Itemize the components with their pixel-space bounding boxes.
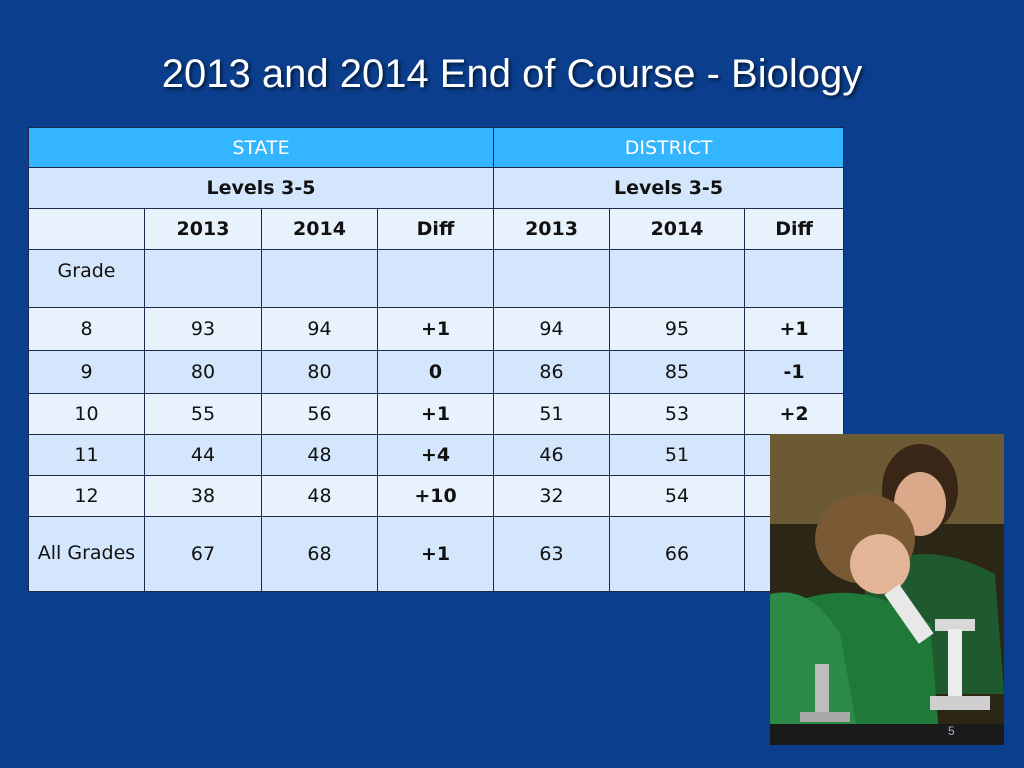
state-2013-cell: 44 bbox=[144, 434, 262, 476]
state-2014-header: 2014 bbox=[261, 208, 378, 250]
state-2013-cell: 38 bbox=[144, 475, 262, 517]
table-row: 9 80 80 0 86 85 -1 bbox=[28, 350, 845, 394]
state-2013-cell: 80 bbox=[144, 350, 262, 394]
grade-cell: 10 bbox=[28, 393, 145, 435]
district-2014-header: 2014 bbox=[609, 208, 746, 250]
state-2014-cell: 80 bbox=[261, 350, 378, 394]
empty-header-cell bbox=[28, 208, 145, 250]
district-2014-cell: 53 bbox=[609, 393, 746, 435]
state-diff-cell: 0 bbox=[376, 350, 495, 394]
state-2013-cell: 67 bbox=[144, 516, 262, 592]
district-levels-header: Levels 3-5 bbox=[493, 167, 845, 209]
district-2013-cell: 94 bbox=[493, 307, 611, 351]
slide-number: 5 bbox=[948, 724, 955, 738]
district-2014-cell: 51 bbox=[609, 434, 746, 476]
state-diff-cell: +1 bbox=[376, 516, 495, 592]
state-2014-cell: 56 bbox=[261, 393, 378, 435]
photo-illustration bbox=[770, 434, 1004, 745]
district-2013-cell: 46 bbox=[493, 434, 611, 476]
district-diff-cell: +1 bbox=[744, 307, 845, 351]
district-2013-cell: 63 bbox=[493, 516, 611, 592]
grade-cell: 8 bbox=[28, 307, 145, 351]
grade-cell: All Grades bbox=[28, 516, 145, 592]
state-diff-header: Diff bbox=[376, 208, 495, 250]
year-header-row: 2013 2014 Diff 2013 2014 Diff bbox=[28, 208, 845, 250]
district-2013-header: 2013 bbox=[493, 208, 611, 250]
empty-cell bbox=[744, 249, 845, 308]
grade-cell: 12 bbox=[28, 475, 145, 517]
grade-cell: 9 bbox=[28, 350, 145, 394]
slide-title: 2013 and 2014 End of Course - Biology bbox=[161, 52, 863, 96]
empty-cell bbox=[376, 249, 495, 308]
table-row: All Grades 67 68 +1 63 66 +3 bbox=[28, 516, 845, 592]
table-row: 10 55 56 +1 51 53 +2 bbox=[28, 393, 845, 435]
results-table: STATE DISTRICT Levels 3-5 Levels 3-5 201… bbox=[27, 127, 845, 592]
table-row: 8 93 94 +1 94 95 +1 bbox=[28, 307, 845, 351]
district-2013-cell: 32 bbox=[493, 475, 611, 517]
district-2014-cell: 85 bbox=[609, 350, 746, 394]
grade-label-row: Grade bbox=[28, 249, 845, 308]
state-diff-cell: +1 bbox=[376, 393, 495, 435]
district-2013-cell: 86 bbox=[493, 350, 611, 394]
state-header: STATE bbox=[27, 127, 495, 168]
students-microscope-photo bbox=[770, 434, 1004, 745]
state-diff-cell: +4 bbox=[376, 434, 495, 476]
empty-cell bbox=[144, 249, 262, 308]
state-2013-header: 2013 bbox=[144, 208, 262, 250]
district-2014-cell: 95 bbox=[609, 307, 746, 351]
empty-cell bbox=[493, 249, 611, 308]
grade-cell: 11 bbox=[28, 434, 145, 476]
levels-header-row: Levels 3-5 Levels 3-5 bbox=[27, 167, 845, 209]
district-diff-cell: -1 bbox=[744, 350, 845, 394]
district-diff-cell: +2 bbox=[744, 393, 845, 435]
group-header-row: STATE DISTRICT bbox=[27, 127, 845, 168]
state-levels-header: Levels 3-5 bbox=[27, 167, 495, 209]
state-2014-cell: 48 bbox=[261, 434, 378, 476]
district-header: DISTRICT bbox=[493, 127, 845, 168]
empty-cell bbox=[609, 249, 746, 308]
district-diff-header: Diff bbox=[744, 208, 845, 250]
district-2014-cell: 54 bbox=[609, 475, 746, 517]
district-2014-cell: 66 bbox=[609, 516, 746, 592]
district-2013-cell: 51 bbox=[493, 393, 611, 435]
state-2014-cell: 94 bbox=[261, 307, 378, 351]
state-diff-cell: +10 bbox=[376, 475, 495, 517]
state-2014-cell: 68 bbox=[261, 516, 378, 592]
state-2013-cell: 55 bbox=[144, 393, 262, 435]
grade-label: Grade bbox=[28, 249, 145, 308]
state-diff-cell: +1 bbox=[376, 307, 495, 351]
table-row: 12 38 48 +10 32 54 +22 bbox=[28, 475, 845, 517]
table-row: 11 44 48 +4 46 51 +5 bbox=[28, 434, 845, 476]
empty-cell bbox=[261, 249, 378, 308]
state-2013-cell: 93 bbox=[144, 307, 262, 351]
state-2014-cell: 48 bbox=[261, 475, 378, 517]
